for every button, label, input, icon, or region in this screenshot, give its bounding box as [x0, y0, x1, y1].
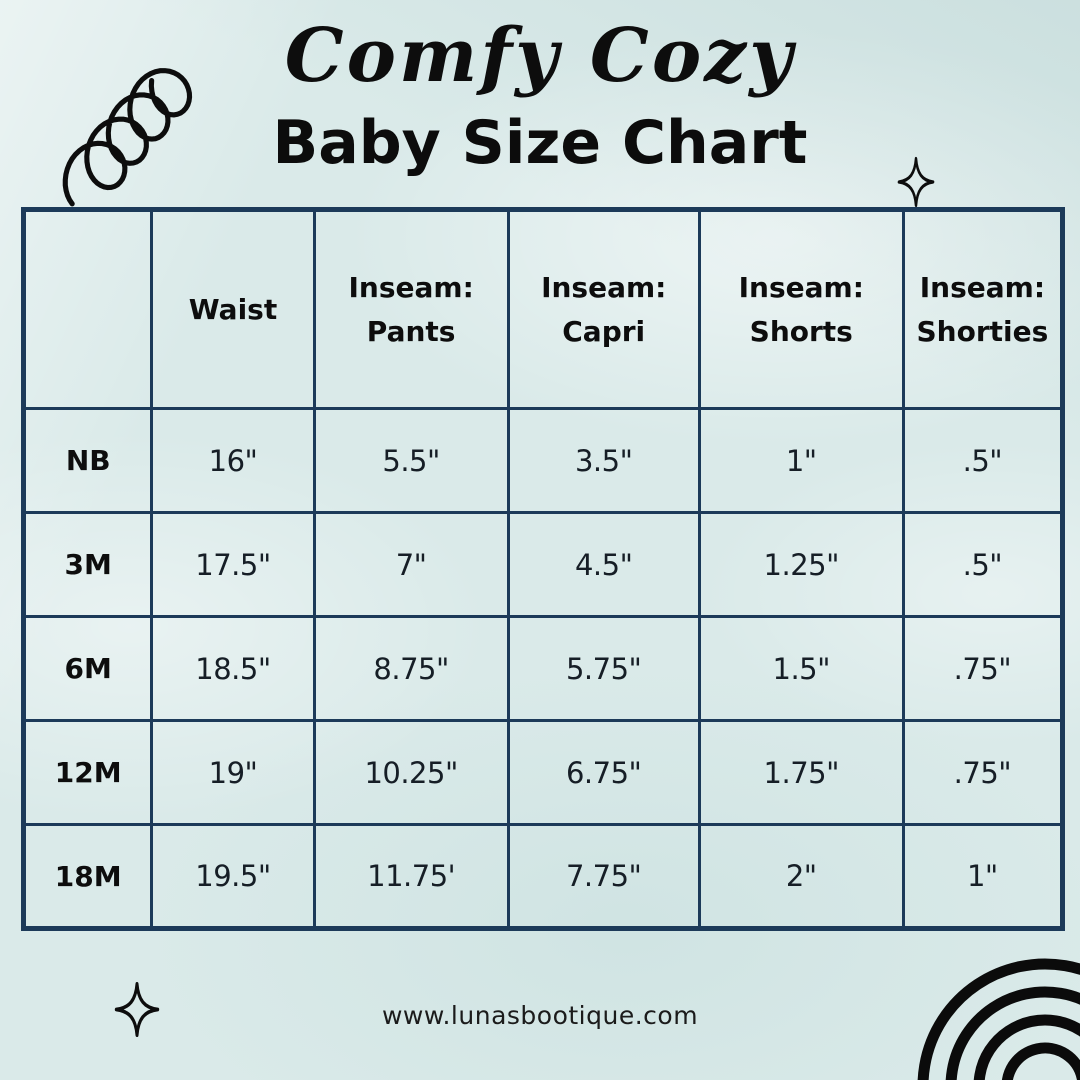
table-cell: 1.25" — [697, 511, 905, 618]
table-row-6m: 6M 18.5" 8.75" 5.75" 1.5" .75" — [21, 615, 1065, 722]
table-row-12m: 12M 19" 10.25" 6.75" 1.75" .75" — [21, 719, 1065, 826]
table-cell: 4.5" — [506, 511, 701, 618]
sparkle-icon — [897, 156, 935, 208]
table-cell: 10.25" — [312, 719, 510, 826]
table-row-nb: NB 16" 5.5" 3.5" 1" .5" — [21, 407, 1065, 514]
title-script: Comfy Cozy — [284, 13, 796, 99]
table-cell: 5.5" — [312, 407, 510, 514]
table-cell: 6.75" — [506, 719, 701, 826]
size-label: 12M — [21, 719, 154, 826]
table-cell: 1.75" — [697, 719, 905, 826]
table-cell: 1" — [901, 823, 1065, 930]
column-header-size — [21, 208, 154, 410]
table-cell: 5.75" — [506, 615, 701, 722]
table-cell: 1" — [697, 407, 905, 514]
table-cell: 18.5" — [150, 615, 316, 722]
table-row-3m: 3M 17.5" 7" 4.5" 1.25" .5" — [21, 511, 1065, 618]
table-cell: 8.75" — [312, 615, 510, 722]
table-cell: 1.5" — [697, 615, 905, 722]
spiral-doodle-icon — [62, 68, 193, 207]
rainbow-icon — [917, 958, 1080, 1080]
page-title: Baby Size Chart — [272, 108, 808, 178]
table-header-row: Waist Inseam: Pants Inseam: Capri Inseam… — [21, 208, 1065, 410]
table-cell: 7.75" — [506, 823, 701, 930]
table-cell: 11.75' — [312, 823, 510, 930]
table-cell: 19.5" — [150, 823, 316, 930]
website-url: www.lunasbootique.com — [381, 1001, 699, 1030]
column-header-inseam-capri: Inseam: Capri — [506, 208, 701, 410]
table-cell: 7" — [312, 511, 510, 618]
table-cell: 17.5" — [150, 511, 316, 618]
column-header-inseam-shorties: Inseam: Shorties — [901, 208, 1065, 410]
table-cell: 16" — [150, 407, 316, 514]
table-cell: .5" — [901, 407, 1065, 514]
column-header-waist: Waist — [150, 208, 316, 410]
table-cell: .75" — [901, 615, 1065, 722]
sparkle-icon — [114, 981, 160, 1038]
size-label: 18M — [21, 823, 154, 930]
table-row-18m: 18M 19.5" 11.75' 7.75" 2" 1" — [21, 823, 1065, 930]
table-cell: .5" — [901, 511, 1065, 618]
table-cell: 3.5" — [506, 407, 701, 514]
size-chart-table: Waist Inseam: Pants Inseam: Capri Inseam… — [21, 207, 1065, 931]
table-cell: 2" — [697, 823, 905, 930]
size-label: 3M — [21, 511, 154, 618]
table-cell: .75" — [901, 719, 1065, 826]
size-label: 6M — [21, 615, 154, 722]
column-header-inseam-shorts: Inseam: Shorts — [697, 208, 905, 410]
size-label: NB — [21, 407, 154, 514]
column-header-inseam-pants: Inseam: Pants — [312, 208, 510, 410]
table-cell: 19" — [150, 719, 316, 826]
